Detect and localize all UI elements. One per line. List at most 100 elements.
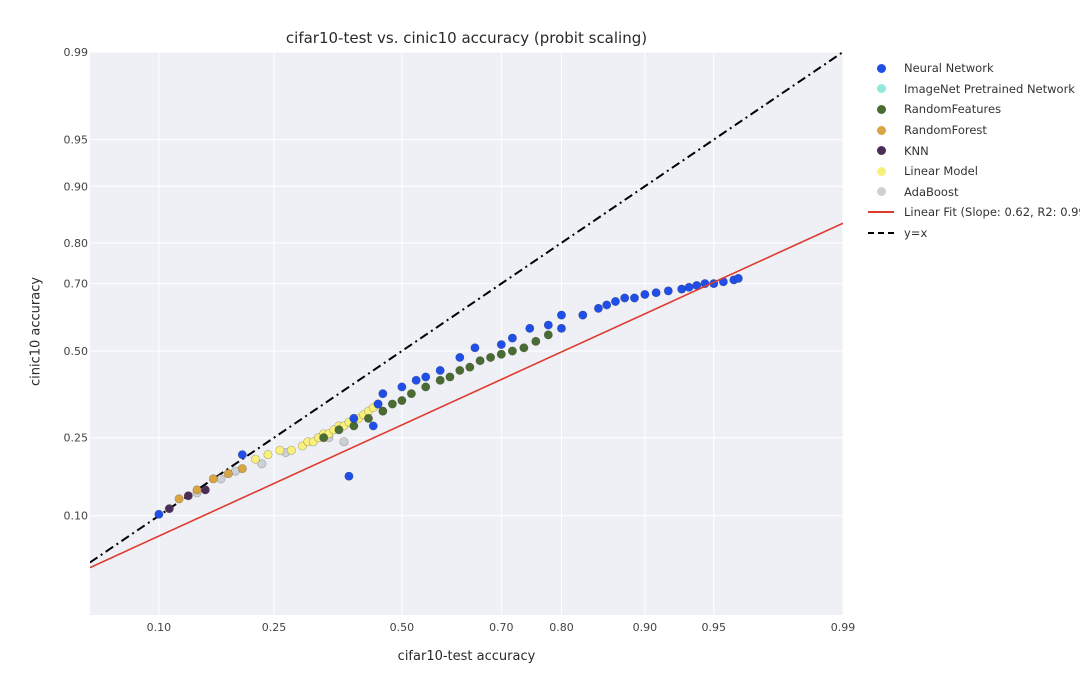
y-tick-label: 0.80 (64, 237, 89, 250)
point-neural-network (373, 399, 383, 409)
point-randomfeatures (445, 372, 455, 382)
chart-title: cifar10-test vs. cinic10 accuracy (probi… (285, 29, 648, 47)
legend-item[interactable]: RandomFeatures (866, 99, 1080, 120)
point-neural-network (651, 288, 661, 298)
point-randomfeatures (334, 425, 344, 435)
legend-swatch (866, 205, 896, 219)
point-randomfeatures (319, 433, 329, 443)
x-tick-label: 0.90 (633, 621, 658, 634)
point-neural-network (640, 289, 650, 299)
legend-swatch (866, 123, 896, 137)
legend-item[interactable]: y=x (866, 223, 1080, 244)
point-randomfeatures (475, 356, 485, 366)
legend-swatch (866, 144, 896, 158)
point-knn (164, 504, 174, 514)
point-linear-model (286, 445, 296, 455)
point-neural-network (556, 323, 566, 333)
point-neural-network (237, 450, 247, 460)
plot-background (90, 52, 843, 615)
legend-swatch (866, 185, 896, 199)
legend-item[interactable]: AdaBoost (866, 182, 1080, 203)
point-randomfeatures (455, 365, 465, 375)
y-tick-label: 0.25 (64, 432, 89, 445)
legend-item[interactable]: RandomForest (866, 120, 1080, 141)
point-adaboost (339, 437, 349, 447)
legend-swatch (866, 61, 896, 75)
point-randomfeatures (421, 382, 431, 392)
point-neural-network (525, 323, 535, 333)
point-neural-network (507, 333, 517, 343)
legend-swatch (866, 164, 896, 178)
y-tick-label: 0.10 (64, 510, 89, 523)
y-tick-label: 0.70 (64, 278, 89, 291)
legend-item[interactable]: KNN (866, 140, 1080, 161)
legend-item[interactable]: Neural Network (866, 58, 1080, 79)
x-axis-label: cifar10-test accuracy (397, 649, 536, 664)
legend-item[interactable]: ImageNet Pretrained Network (866, 79, 1080, 100)
x-tick-label: 0.80 (549, 621, 574, 634)
point-randomforest (208, 474, 218, 484)
point-randomfeatures (397, 396, 407, 406)
point-neural-network (610, 296, 620, 306)
x-tick-label: 0.10 (147, 621, 172, 634)
point-randomforest (223, 469, 233, 479)
point-neural-network (349, 413, 359, 423)
point-randomfeatures (496, 349, 506, 359)
x-tick-label: 0.50 (390, 621, 415, 634)
point-randomfeatures (378, 406, 388, 416)
legend-swatch (866, 82, 896, 96)
point-randomfeatures (363, 413, 373, 423)
y-tick-label: 0.50 (64, 345, 89, 358)
point-randomfeatures (435, 375, 445, 385)
point-neural-network (368, 421, 378, 431)
point-neural-network (435, 365, 445, 375)
linear-fit-line (90, 222, 843, 569)
legend-swatch (866, 102, 896, 116)
legend-item[interactable]: Linear Model (866, 161, 1080, 182)
point-neural-network (593, 303, 603, 313)
point-knn (183, 491, 193, 501)
x-tick-label: 0.70 (489, 621, 514, 634)
point-neural-network (620, 293, 630, 303)
point-neural-network (602, 300, 612, 310)
legend-label: Linear Model (904, 164, 978, 179)
y-axis-label: cinic10 accuracy (28, 276, 44, 387)
series-layer (90, 52, 843, 569)
point-neural-network (154, 509, 164, 519)
legend-item[interactable]: Linear Fit (Slope: 0.62, R2: 0.99) (866, 202, 1080, 223)
point-randomfeatures (406, 389, 416, 399)
point-adaboost (216, 474, 226, 484)
y-tick-label: 0.95 (64, 134, 89, 147)
point-neural-network (378, 389, 388, 399)
point-neural-network (397, 382, 407, 392)
legend-label: Neural Network (904, 61, 994, 76)
legend-label: RandomForest (904, 123, 987, 138)
x-tick-label: 0.95 (702, 621, 727, 634)
point-neural-network (733, 273, 743, 283)
point-randomforest (192, 485, 202, 495)
point-neural-network (455, 352, 465, 362)
legend-label: RandomFeatures (904, 102, 1002, 117)
point-randomfeatures (349, 421, 359, 431)
point-randomfeatures (531, 336, 541, 346)
point-randomfeatures (486, 352, 496, 362)
point-randomforest (237, 464, 247, 474)
point-adaboost (257, 459, 267, 469)
point-knn (200, 485, 210, 495)
point-neural-network (496, 340, 506, 350)
legend-label: AdaBoost (904, 184, 959, 199)
point-randomfeatures (387, 399, 397, 409)
point-randomfeatures (465, 362, 475, 372)
point-neural-network (684, 282, 694, 292)
point-neural-network (344, 471, 354, 481)
point-neural-network (470, 343, 480, 353)
x-tick-label: 0.99 (831, 621, 856, 634)
point-linear-model (263, 450, 273, 460)
point-randomforest (174, 494, 184, 504)
legend-swatch (866, 226, 896, 240)
point-neural-network (629, 293, 639, 303)
point-linear-model (250, 454, 260, 464)
y-tick-label: 0.90 (64, 180, 89, 193)
point-neural-network (578, 310, 588, 320)
